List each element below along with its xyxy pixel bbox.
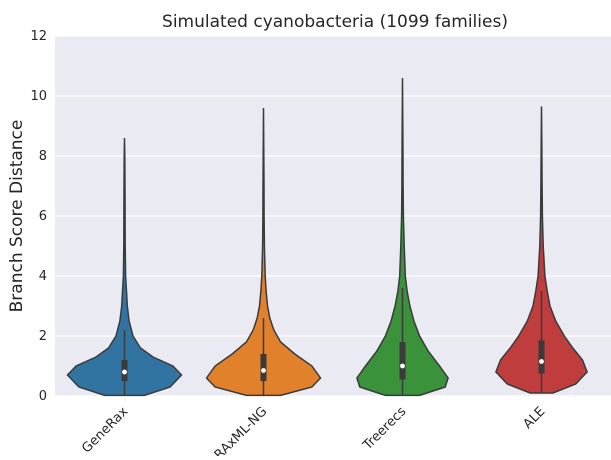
median: [122, 369, 127, 375]
median: [261, 368, 266, 373]
y-tick-label: 4: [39, 269, 47, 284]
y-tick-label: 0: [39, 389, 47, 404]
violin-body: [495, 106, 588, 394]
y-tick-label: 8: [39, 149, 47, 164]
median: [400, 363, 405, 369]
violin-body: [66, 137, 183, 397]
y-tick-label: 6: [39, 209, 47, 224]
violin-body: [205, 107, 322, 397]
x-tick-label: ALE: [520, 404, 548, 432]
y-tick-label: 2: [39, 329, 47, 344]
median: [539, 359, 544, 364]
chart-title: Simulated cyanobacteria (1099 families): [162, 12, 508, 32]
y-axis-label: Branch Score Distance: [7, 120, 27, 313]
y-tick-label: 12: [30, 29, 47, 44]
x-tick-label: GeneRax: [79, 404, 131, 456]
x-tick-label: Treerecs: [360, 404, 410, 454]
x-tick-label: RAxML-NG: [212, 404, 271, 456]
y-tick-label: 10: [30, 89, 47, 104]
violin-body: [356, 77, 449, 397]
